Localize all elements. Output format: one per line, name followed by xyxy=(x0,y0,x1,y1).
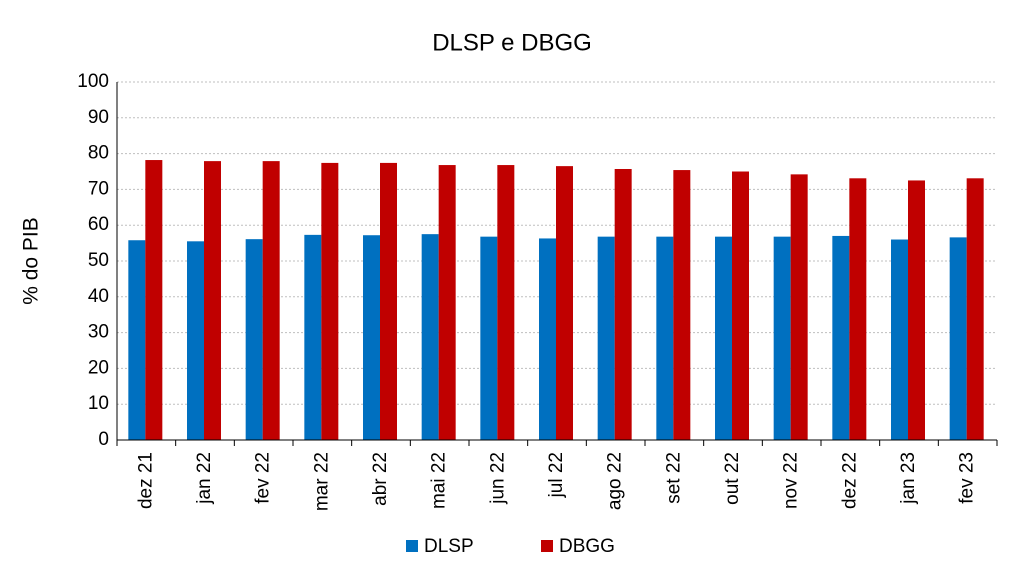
bar xyxy=(480,236,498,440)
bar xyxy=(715,236,732,440)
legend-label: DBGG xyxy=(559,536,615,557)
y-tick-label: 50 xyxy=(88,250,109,271)
bar xyxy=(363,235,380,440)
bar xyxy=(656,236,674,440)
x-tick-label: fev 22 xyxy=(253,452,274,504)
x-tick-label: dez 21 xyxy=(135,452,156,509)
bar xyxy=(438,165,456,440)
bar xyxy=(790,174,808,440)
x-tick-label: mai 22 xyxy=(429,452,450,509)
y-axis-label: % do PIB xyxy=(20,217,43,305)
bar xyxy=(673,170,691,440)
x-tick-label: mar 22 xyxy=(311,452,332,511)
bar xyxy=(773,236,791,440)
y-tick-label: 20 xyxy=(88,357,109,378)
bar xyxy=(421,234,439,440)
bar xyxy=(832,235,850,440)
bar xyxy=(966,178,984,440)
x-tick-label: dez 22 xyxy=(839,452,860,509)
bar xyxy=(908,180,925,440)
x-tick-label: nov 22 xyxy=(781,452,802,509)
bar xyxy=(849,178,867,440)
x-tick-label: jan 22 xyxy=(194,452,215,505)
bar xyxy=(614,168,632,440)
y-tick-label: 70 xyxy=(88,178,109,199)
x-tick-label: jun 22 xyxy=(487,452,508,505)
bar xyxy=(304,234,322,440)
x-tick-label: abr 22 xyxy=(370,452,391,506)
bar xyxy=(262,161,280,441)
legend-swatch xyxy=(541,540,553,552)
y-tick-label: 30 xyxy=(88,322,109,343)
y-tick-label: 60 xyxy=(88,214,109,235)
x-tick-label: ago 22 xyxy=(605,452,626,510)
bar xyxy=(245,239,263,440)
y-tick-label: 40 xyxy=(88,286,109,307)
x-tick-label: out 22 xyxy=(722,452,743,505)
legend-label: DLSP xyxy=(424,536,474,557)
y-tick-label: 100 xyxy=(77,71,109,92)
y-tick-label: 90 xyxy=(88,107,109,128)
x-tick-label: set 22 xyxy=(663,452,684,504)
bar xyxy=(204,161,221,441)
chart-title: DLSP e DBGG xyxy=(432,29,592,56)
bar xyxy=(187,241,204,440)
x-tick-label: jan 23 xyxy=(898,452,919,505)
bar xyxy=(732,171,749,440)
bar xyxy=(556,166,573,440)
bar xyxy=(597,236,615,440)
bar xyxy=(128,240,146,440)
bar xyxy=(321,162,339,440)
y-tick-label: 0 xyxy=(98,429,109,450)
bar xyxy=(380,162,397,440)
x-tick-label: jul 22 xyxy=(546,452,567,498)
y-tick-label: 10 xyxy=(88,393,109,414)
bar xyxy=(539,238,556,440)
bar xyxy=(145,160,163,440)
bar xyxy=(497,165,515,440)
x-tick-label: fev 23 xyxy=(957,452,978,504)
bar xyxy=(949,237,967,440)
y-tick-label: 80 xyxy=(88,143,109,164)
legend-swatch xyxy=(406,540,418,552)
bar xyxy=(891,239,908,440)
